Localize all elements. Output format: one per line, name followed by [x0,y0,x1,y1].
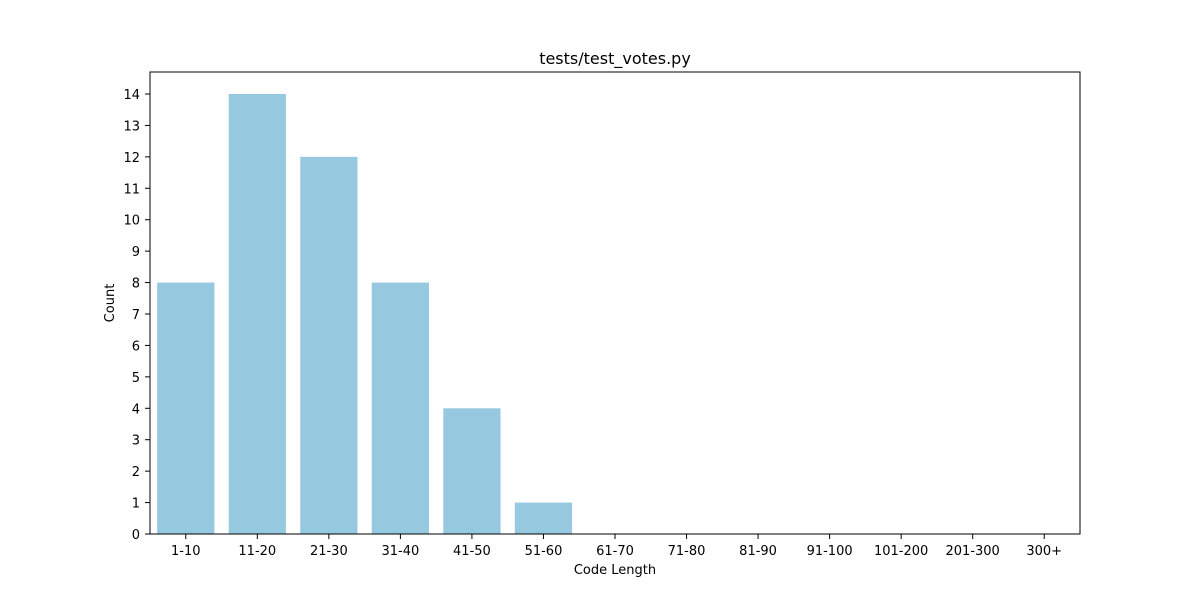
y-tick-label: 0 [132,528,140,543]
plot-frame [149,71,1081,535]
y-tick-label: 3 [132,434,140,449]
y-tick-label: 10 [123,214,140,229]
x-axis-title: Code Length [574,563,656,578]
x-tick-label: 11-20 [238,544,276,559]
y-tick-label: 8 [132,277,140,292]
y-tick-label: 14 [123,88,140,103]
bar-21-30 [300,156,358,534]
y-tick-label: 13 [123,119,140,134]
x-tick-label: 21-30 [310,544,348,559]
x-tick-label: 81-90 [739,544,777,559]
y-tick-label: 9 [132,245,140,260]
bar-31-40 [371,282,429,534]
bar-51-60 [514,502,573,534]
y-tick-label: 12 [123,151,140,166]
x-tick-label: 41-50 [453,544,491,559]
x-tick-label: 71-80 [668,544,706,559]
x-tick-label: 300+ [1026,544,1062,559]
x-tick-label: 91-100 [807,544,853,559]
y-tick-label: 7 [132,308,140,323]
y-tick-label: 5 [132,371,140,386]
x-tick-label: 1-10 [171,544,201,559]
x-tick-label: 61-70 [596,544,634,559]
x-tick-label: 31-40 [381,544,419,559]
bar-11-20 [228,94,286,534]
x-tick-label: 101-200 [874,544,928,559]
bars-layer [157,94,573,534]
bar-41-50 [443,408,501,534]
x-tick-label: 201-300 [946,544,1000,559]
y-tick-label: 6 [132,339,140,354]
y-tick-label: 2 [132,465,140,480]
x-axis: 1-10 11-20 21-30 31-40 41-50 51-60 61-70 71-80 8… [171,534,1062,559]
y-tick-label: 11 [123,182,140,197]
y-tick-label: 4 [132,402,140,417]
x-tick-label: 51-60 [525,544,563,559]
chart-title: tests/test_votes.py [539,49,691,69]
y-tick-label: 1 [132,497,140,512]
y-axis-title: Count [103,284,118,323]
bar-1-10 [157,282,215,534]
